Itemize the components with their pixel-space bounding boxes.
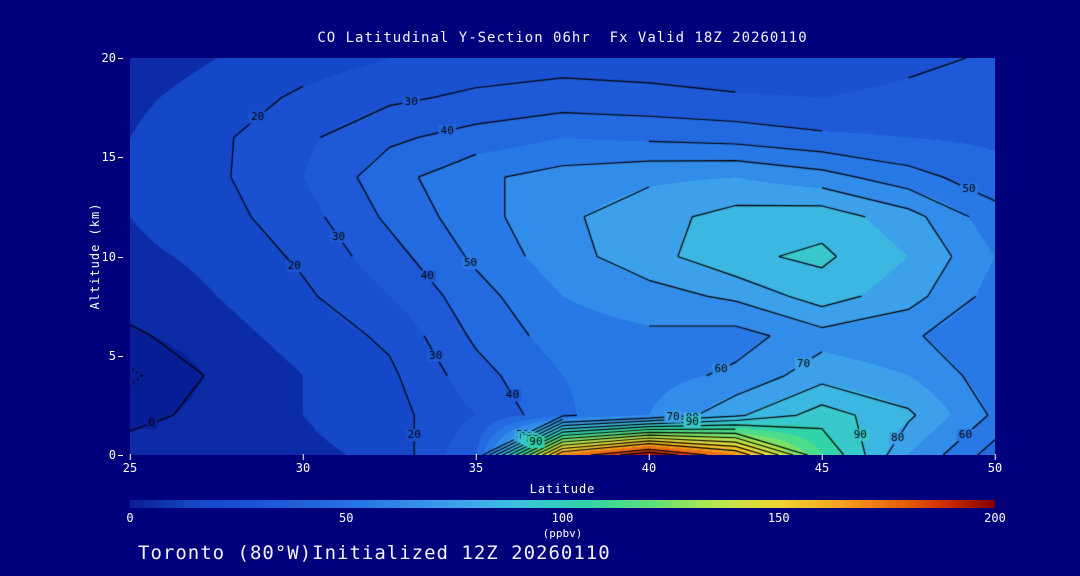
colorbar-gradient [130,500,995,508]
colorbar-tick-label: 200 [984,511,1006,525]
footer-annotation: Toronto (80°W)Initialized 12Z 20260110 [138,542,611,564]
colorbar-unit-label: (ppbv) [542,527,583,540]
colorbar-tick-label: 100 [551,511,574,525]
colorbar-tick-label: 150 [767,511,790,525]
x-tick-label: 50 [987,454,1003,475]
x-axis-ticks: 25 30 35 40 45 50 [123,454,1002,475]
chart-title: CO Latitudinal Y-Section 06hr Fx Valid 1… [317,30,808,46]
x-tick-label: 25 [122,454,138,475]
colorbar-ticks: 0 50 100 150 200 [126,511,1005,525]
y-tick-label: 5 [108,348,124,363]
contour-plot-canvas [130,58,995,455]
y-tick-label: 0 [108,448,124,462]
y-tick-label: 20 [101,51,124,65]
y-tick-label: 10 [101,249,124,264]
y-tick-label: 15 [101,150,124,165]
x-tick-label: 40 [641,454,657,475]
colorbar-tick-label: 0 [126,511,134,525]
colorbar-tick-label: 50 [339,511,354,525]
x-tick-label: 45 [814,454,830,475]
x-tick-label: 35 [468,454,484,475]
x-axis-label: Latitude [529,482,596,496]
y-axis-ticks: 20 15 10 5 0 [86,51,124,462]
x-tick-label: 30 [295,454,311,475]
